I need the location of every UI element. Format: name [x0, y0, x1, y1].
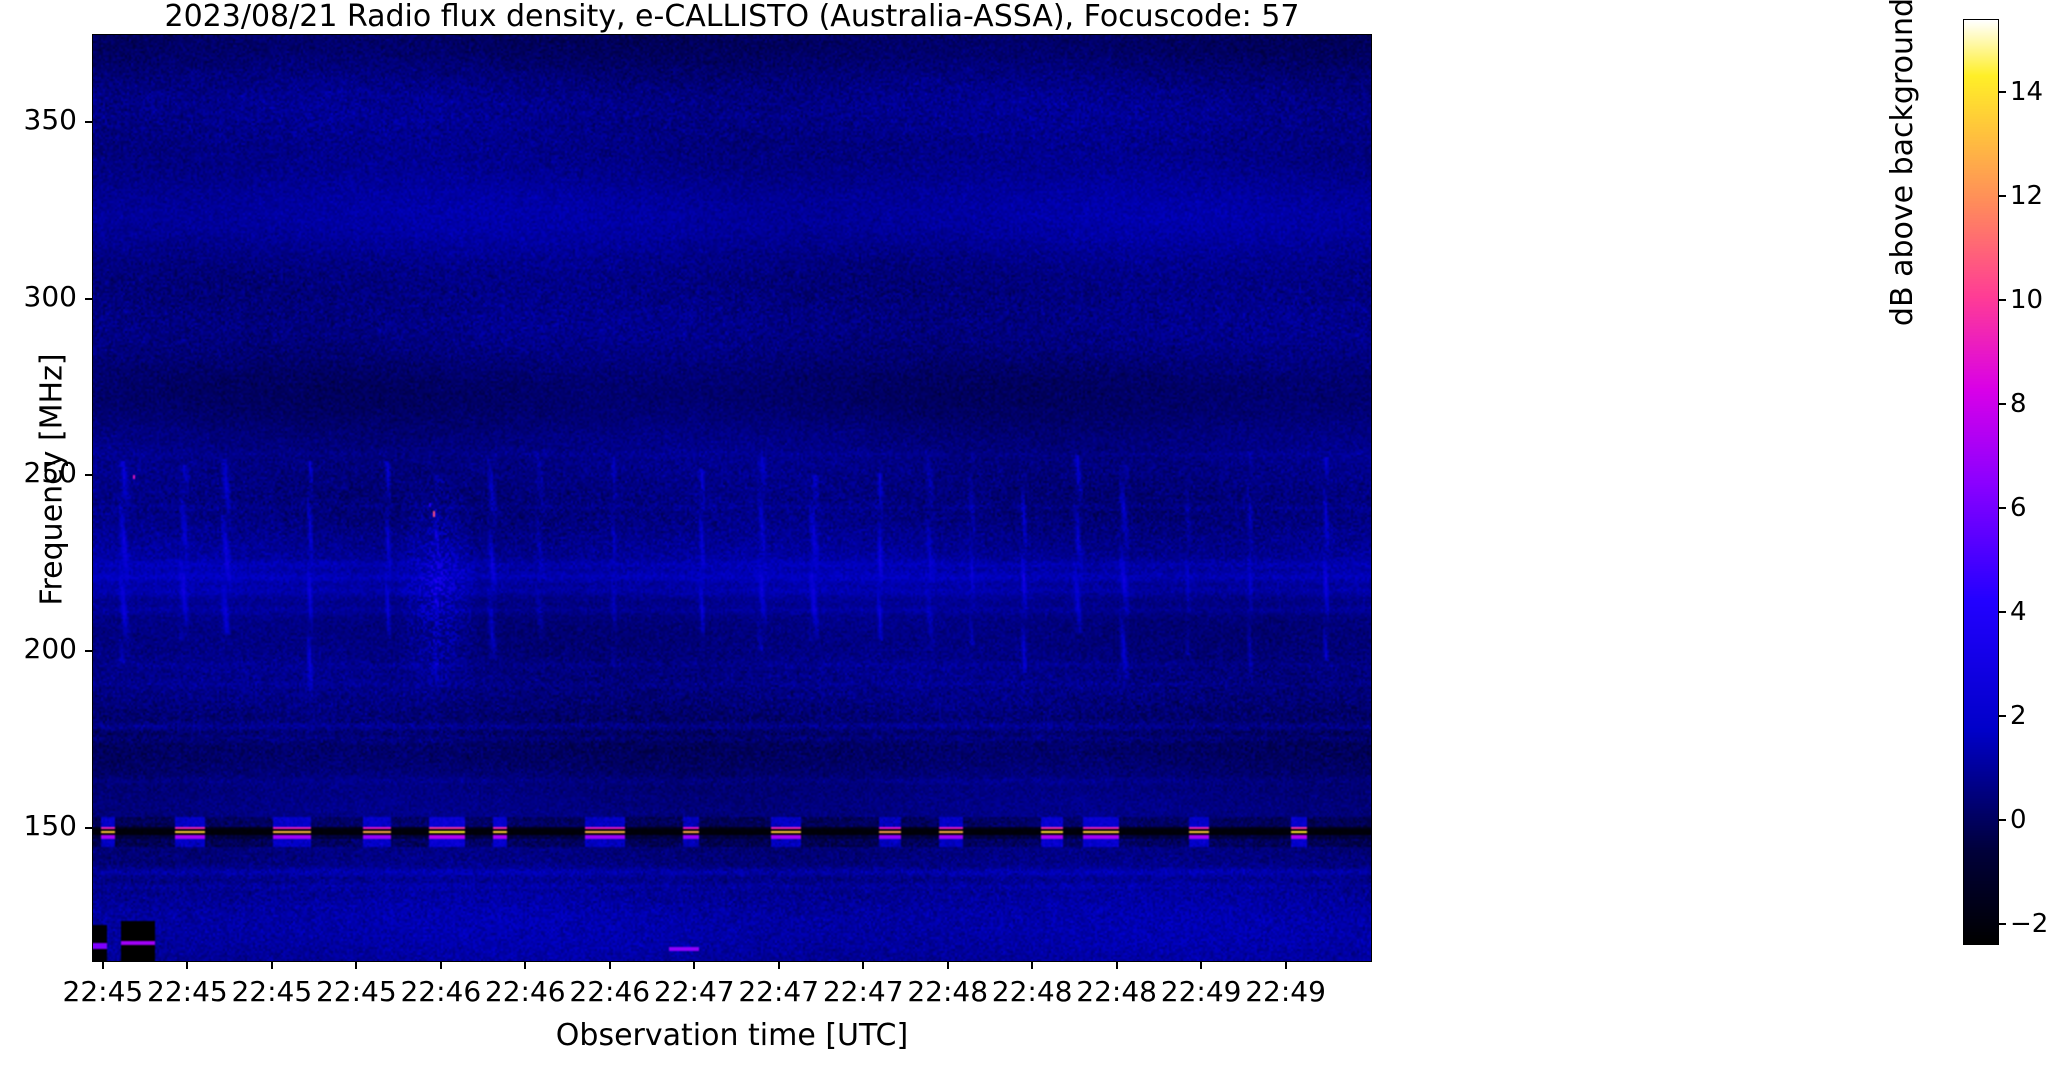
colorbar-tick-label: 10	[2010, 284, 2044, 315]
y-tick-mark	[85, 121, 92, 124]
spectrogram-image	[93, 35, 1371, 961]
colorbar	[1963, 19, 1999, 945]
x-tick-mark	[1115, 962, 1118, 969]
colorbar-tick-mark	[1999, 923, 2006, 926]
spectrogram-axes	[92, 34, 1372, 962]
x-tick-mark	[1031, 962, 1034, 969]
x-tick-label: 22:45	[231, 975, 313, 1008]
colorbar-label: dB above background	[1885, 0, 1920, 327]
colorbar-tick-mark	[1999, 194, 2006, 197]
colorbar-tick-label: 14	[2010, 76, 2044, 107]
colorbar-tick-mark	[1999, 715, 2006, 718]
x-tick-label: 22:47	[738, 975, 820, 1008]
x-tick-label: 22:46	[484, 975, 566, 1008]
x-tick-label: 22:48	[991, 975, 1073, 1008]
x-tick-label: 22:46	[400, 975, 482, 1008]
y-tick-label: 200	[23, 632, 77, 666]
colorbar-tick-mark	[1999, 298, 2006, 301]
y-tick-label: 350	[23, 103, 77, 137]
x-tick-mark	[1200, 962, 1203, 969]
colorbar-tick-label: −2	[2010, 909, 2049, 940]
x-tick-mark	[1284, 962, 1287, 969]
colorbar-tick-mark	[1999, 402, 2006, 405]
x-tick-label: 22:49	[1245, 975, 1326, 1008]
y-tick-mark	[85, 474, 92, 477]
x-tick-label: 22:47	[653, 975, 735, 1008]
colorbar-gradient	[1964, 20, 1998, 944]
x-tick-label: 22:48	[1076, 975, 1157, 1008]
y-tick-mark	[85, 650, 92, 653]
x-tick-mark	[355, 962, 358, 969]
y-tick-mark	[85, 297, 92, 300]
page-title: 2023/08/21 Radio flux density, e-CALLIST…	[164, 0, 1300, 34]
colorbar-tick-mark	[1999, 611, 2006, 614]
y-tick-mark	[85, 826, 92, 829]
x-tick-mark	[186, 962, 189, 969]
colorbar-tick-label: 6	[2010, 493, 2027, 523]
x-tick-label: 22:45	[62, 975, 144, 1008]
colorbar-tick-label: 0	[2010, 805, 2027, 836]
x-tick-mark	[270, 962, 273, 969]
colorbar-tick-mark	[1999, 819, 2006, 822]
y-tick-label: 250	[23, 456, 77, 490]
colorbar-tick-label: 8	[2010, 388, 2027, 419]
x-tick-label: 22:45	[315, 975, 397, 1008]
x-tick-mark	[101, 962, 104, 969]
x-tick-label: 22:49	[1160, 975, 1242, 1008]
x-tick-mark	[524, 962, 527, 969]
x-axis-label: Observation time [UTC]	[555, 1018, 909, 1053]
colorbar-tick-label: 2	[2010, 701, 2027, 732]
colorbar-tick-label: 4	[2010, 597, 2027, 628]
x-tick-label: 22:47	[822, 975, 904, 1008]
x-tick-label: 22:48	[907, 975, 989, 1008]
x-tick-mark	[946, 962, 949, 969]
colorbar-tick-mark	[1999, 90, 2006, 93]
x-tick-label: 22:45	[147, 975, 228, 1008]
x-tick-mark	[693, 962, 696, 969]
x-tick-mark	[439, 962, 442, 969]
x-tick-mark	[608, 962, 611, 969]
colorbar-tick-label: 12	[2010, 180, 2044, 211]
x-tick-mark	[777, 962, 780, 969]
y-tick-label: 300	[23, 279, 77, 313]
y-tick-label: 150	[23, 808, 77, 842]
x-tick-mark	[862, 962, 865, 969]
colorbar-tick-mark	[1999, 507, 2006, 509]
x-tick-label: 22:46	[569, 975, 651, 1008]
